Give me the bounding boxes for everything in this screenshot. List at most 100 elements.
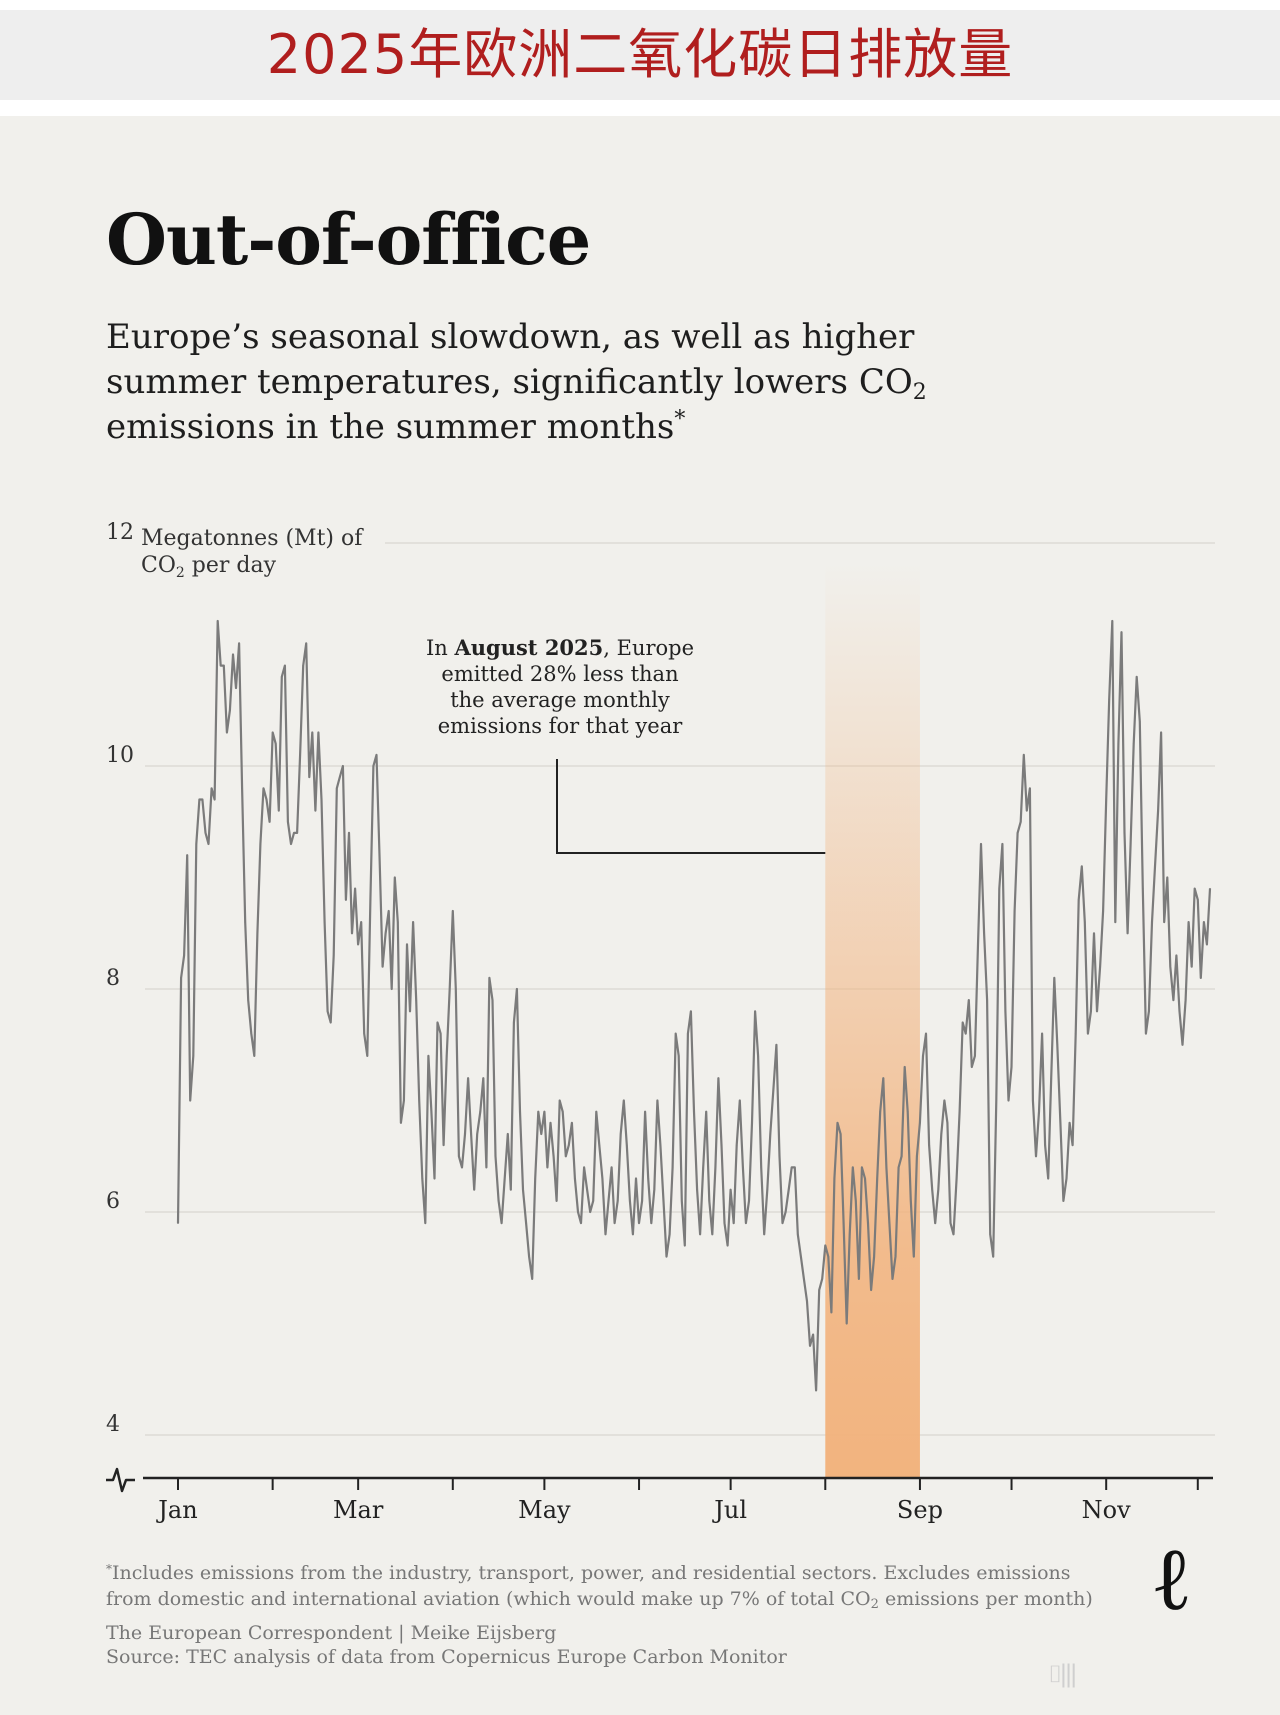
data-point bbox=[1087, 1032, 1089, 1035]
data-point bbox=[522, 1188, 524, 1191]
data-point bbox=[528, 1255, 530, 1258]
data-point bbox=[1117, 742, 1120, 745]
data-point bbox=[439, 1032, 442, 1035]
data-point bbox=[595, 1110, 598, 1113]
data-point bbox=[903, 1066, 906, 1068]
data-point bbox=[305, 642, 308, 645]
data-point bbox=[583, 1166, 585, 1169]
data-point bbox=[1114, 921, 1117, 923]
footnote-subscript: 2 bbox=[870, 1597, 879, 1612]
data-point bbox=[470, 1133, 472, 1135]
data-point bbox=[793, 1166, 796, 1169]
data-point bbox=[827, 1255, 830, 1258]
data-point bbox=[607, 1200, 610, 1202]
data-point bbox=[1157, 809, 1159, 812]
data-point bbox=[760, 1166, 762, 1169]
data-point bbox=[458, 1155, 460, 1158]
x-tick-label: Nov bbox=[1082, 1496, 1131, 1524]
data-point bbox=[387, 910, 390, 912]
x-tick-label: Jan bbox=[155, 1496, 197, 1524]
data-point bbox=[763, 1233, 766, 1236]
annotation-bold: August 2025 bbox=[453, 635, 603, 660]
data-point bbox=[400, 1122, 402, 1124]
x-tick-label: Jul bbox=[711, 1496, 747, 1524]
data-point bbox=[720, 1144, 723, 1146]
top-banner: 2025年欧洲二氧化碳日排放量 bbox=[0, 10, 1280, 100]
data-point bbox=[839, 1133, 842, 1135]
y-tick-label: 10 bbox=[106, 743, 134, 768]
data-point bbox=[351, 932, 353, 935]
data-point bbox=[610, 1166, 613, 1169]
data-point bbox=[864, 1177, 866, 1180]
data-point bbox=[281, 676, 283, 678]
data-point bbox=[836, 1122, 839, 1124]
data-point bbox=[1102, 910, 1104, 912]
data-point bbox=[726, 1244, 729, 1247]
data-point bbox=[781, 1222, 784, 1224]
data-point bbox=[635, 1177, 637, 1180]
data-point bbox=[329, 1021, 332, 1024]
data-point bbox=[619, 1133, 622, 1135]
data-point bbox=[311, 731, 314, 734]
data-point bbox=[653, 1188, 656, 1191]
data-point bbox=[1206, 943, 1208, 946]
data-point bbox=[696, 1188, 698, 1191]
data-point bbox=[1032, 1099, 1034, 1102]
data-point bbox=[531, 1278, 533, 1280]
data-point bbox=[858, 1278, 860, 1280]
data-point bbox=[876, 1177, 878, 1180]
data-point bbox=[513, 1021, 515, 1024]
data-point bbox=[659, 1144, 662, 1146]
data-point bbox=[882, 1077, 885, 1079]
data-point bbox=[913, 1255, 915, 1258]
data-point bbox=[769, 1133, 772, 1135]
data-point bbox=[476, 1133, 479, 1135]
data-point bbox=[1181, 1043, 1184, 1046]
data-point bbox=[1038, 1110, 1040, 1113]
data-point bbox=[1172, 999, 1175, 1001]
watermark: ⌷||| bbox=[1048, 1660, 1078, 1688]
data-point bbox=[473, 1188, 475, 1191]
data-point bbox=[916, 1155, 918, 1158]
data-point bbox=[1059, 1122, 1062, 1124]
data-point bbox=[268, 820, 271, 823]
data-point bbox=[427, 1055, 430, 1057]
data-point bbox=[247, 999, 250, 1001]
data-point bbox=[339, 776, 341, 778]
x-tick-label: May bbox=[518, 1496, 571, 1524]
data-point bbox=[326, 1010, 329, 1013]
data-point bbox=[308, 776, 311, 778]
data-point bbox=[1013, 910, 1016, 912]
subtitle-text-end: emissions in the summer months bbox=[106, 407, 675, 447]
data-point bbox=[403, 1099, 405, 1102]
data-point bbox=[1071, 1144, 1074, 1146]
data-point bbox=[845, 1322, 848, 1325]
data-point bbox=[949, 1222, 952, 1224]
data-point bbox=[506, 1133, 509, 1135]
data-point bbox=[922, 1055, 924, 1057]
data-point bbox=[616, 1200, 619, 1202]
data-point bbox=[500, 1222, 503, 1224]
emissions-series-line bbox=[176, 619, 1212, 1392]
data-point bbox=[824, 1244, 827, 1247]
banner-title: 2025年欧洲二氧化碳日排放量 bbox=[266, 23, 1014, 86]
data-point bbox=[219, 664, 222, 667]
data-point bbox=[418, 1099, 421, 1102]
data-point bbox=[1062, 1200, 1065, 1202]
data-point bbox=[934, 1222, 937, 1224]
data-point bbox=[705, 1110, 708, 1113]
data-point bbox=[1068, 1122, 1071, 1124]
data-point bbox=[754, 1010, 756, 1013]
data-point bbox=[397, 921, 399, 923]
data-point bbox=[332, 954, 335, 957]
ylabel-per-day: per day bbox=[185, 553, 277, 578]
data-point bbox=[702, 1166, 704, 1169]
y-tick-label: 6 bbox=[106, 1189, 120, 1214]
data-point bbox=[360, 921, 362, 923]
data-point bbox=[1007, 1099, 1010, 1102]
data-point bbox=[989, 1233, 991, 1236]
data-point bbox=[210, 787, 213, 790]
data-point bbox=[186, 854, 188, 856]
annotation-text: In August 2025, Europe emitted 28% less t… bbox=[426, 635, 694, 738]
data-point bbox=[671, 1166, 674, 1169]
